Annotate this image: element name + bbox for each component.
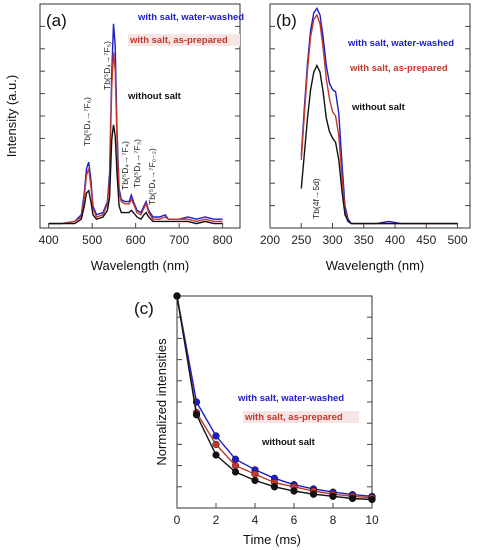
x-tick-label: 400 bbox=[385, 233, 405, 247]
x-tick-label: 800 bbox=[213, 233, 233, 247]
x-tick-label: 8 bbox=[330, 513, 337, 527]
series-point bbox=[251, 470, 259, 478]
panel-b-annotations: Tb(4f→5d) bbox=[311, 178, 321, 219]
panel-a-x-label: Wavelength (nm) bbox=[91, 258, 190, 273]
panel-b: (b) Wavelength (nm) 200 250 300 350 400 450 50… bbox=[260, 3, 471, 273]
panel-a-legend-without-salt: without salt bbox=[127, 91, 182, 102]
series-point bbox=[309, 490, 318, 498]
x-tick-label: 2 bbox=[213, 513, 220, 527]
x-tick-label: 400 bbox=[39, 233, 59, 247]
x-tick-label: 500 bbox=[447, 233, 467, 247]
x-tick-label: 4 bbox=[252, 513, 259, 527]
series-point bbox=[192, 411, 201, 419]
x-tick-label: 450 bbox=[416, 233, 436, 247]
x-tick-label: 500 bbox=[82, 233, 102, 247]
panel-c-x-label: Time (ms) bbox=[243, 532, 301, 547]
panel-c-label: (c) bbox=[134, 299, 154, 318]
peak-annotation: Tb(⁵D₄→⁷F₄) bbox=[120, 141, 130, 190]
panel-a-ticks: 400 500 600 700 800 bbox=[39, 25, 240, 247]
panel-b-legend-as-prepared: with salt, as-prepared bbox=[349, 63, 448, 74]
panel-b-series bbox=[300, 7, 458, 225]
panel-c-legend-water-washed: with salt, water-washed bbox=[237, 393, 344, 404]
series-line bbox=[300, 63, 458, 225]
series-point bbox=[231, 468, 240, 476]
x-tick-label: 250 bbox=[291, 233, 311, 247]
series-point bbox=[231, 455, 240, 463]
panel-b-legend-without-salt: without salt bbox=[351, 102, 406, 113]
panel-b-label: (b) bbox=[276, 11, 297, 30]
panel-a-y-label: Intensity (a.u.) bbox=[4, 75, 19, 157]
x-tick-label: 200 bbox=[260, 233, 280, 247]
panel-b-legend-water-washed: with salt, water-washed bbox=[347, 38, 454, 49]
x-tick-label: 0 bbox=[174, 513, 181, 527]
panel-a: (a) Intensity (a.u.) Wavelength (nm) 400… bbox=[4, 3, 244, 273]
series-point bbox=[290, 487, 298, 495]
peak-annotation: Tb(⁵D₄→⁷F₃) bbox=[132, 139, 142, 188]
panel-a-label: (a) bbox=[46, 11, 67, 30]
panel-a-annotations: Tb(⁵D₄→⁷F₆)Tb(⁵D₄→⁷F₅)Tb(⁵D₄→⁷F₄) Tb(⁵D₄→… bbox=[82, 41, 157, 205]
panel-b-x-label: Wavelength (nm) bbox=[326, 258, 425, 273]
series-point bbox=[212, 451, 220, 459]
panel-a-legend-water-washed: with salt, water-washed bbox=[137, 12, 244, 23]
x-tick-label: 700 bbox=[169, 233, 189, 247]
panel-a-series bbox=[48, 23, 223, 225]
series-line bbox=[48, 124, 223, 225]
panel-c-legend-as-prepared: with salt, as-prepared bbox=[244, 412, 343, 423]
series-point bbox=[173, 292, 181, 300]
series-point bbox=[368, 495, 376, 504]
panel-c-y-label: Normalized intensities bbox=[154, 338, 169, 466]
peak-annotation: Tb(⁵D₄→⁷F₅) bbox=[102, 41, 112, 90]
series-line bbox=[48, 52, 223, 225]
series-point bbox=[348, 494, 357, 503]
panel-c-series bbox=[173, 292, 376, 504]
peak-annotation: Tb(⁵D₄→⁷F₆) bbox=[82, 97, 92, 146]
series-point bbox=[212, 432, 220, 440]
x-tick-label: 600 bbox=[126, 233, 146, 247]
series-line bbox=[48, 23, 223, 225]
series-point bbox=[212, 440, 220, 449]
peak-annotation: Tb(4f→5d) bbox=[311, 178, 321, 219]
panel-b-ticks: 200 250 300 350 400 450 500 bbox=[260, 25, 470, 247]
panel-a-legend-as-prepared: with salt, as-prepared bbox=[129, 35, 228, 46]
series-point bbox=[251, 476, 259, 485]
panel-c-legend-bg bbox=[243, 411, 359, 423]
series-point bbox=[231, 462, 240, 470]
series-point bbox=[270, 483, 279, 491]
x-tick-label: 350 bbox=[354, 233, 374, 247]
x-tick-label: 10 bbox=[365, 513, 379, 527]
x-tick-label: 300 bbox=[322, 233, 342, 247]
panel-c-legend-without-salt: without salt bbox=[261, 437, 316, 448]
x-tick-label: 6 bbox=[291, 513, 298, 527]
panel-c-ticks: 0 2 4 6 8 10 bbox=[174, 316, 379, 527]
peak-annotation: Tb(⁵D₄→⁷F₀₋₂) bbox=[147, 148, 157, 205]
panel-a-legend-bg bbox=[128, 34, 240, 46]
series-point bbox=[329, 492, 337, 500]
panel-c: (c) Normalized intensities Time (ms) 0 2 4… bbox=[134, 292, 379, 547]
